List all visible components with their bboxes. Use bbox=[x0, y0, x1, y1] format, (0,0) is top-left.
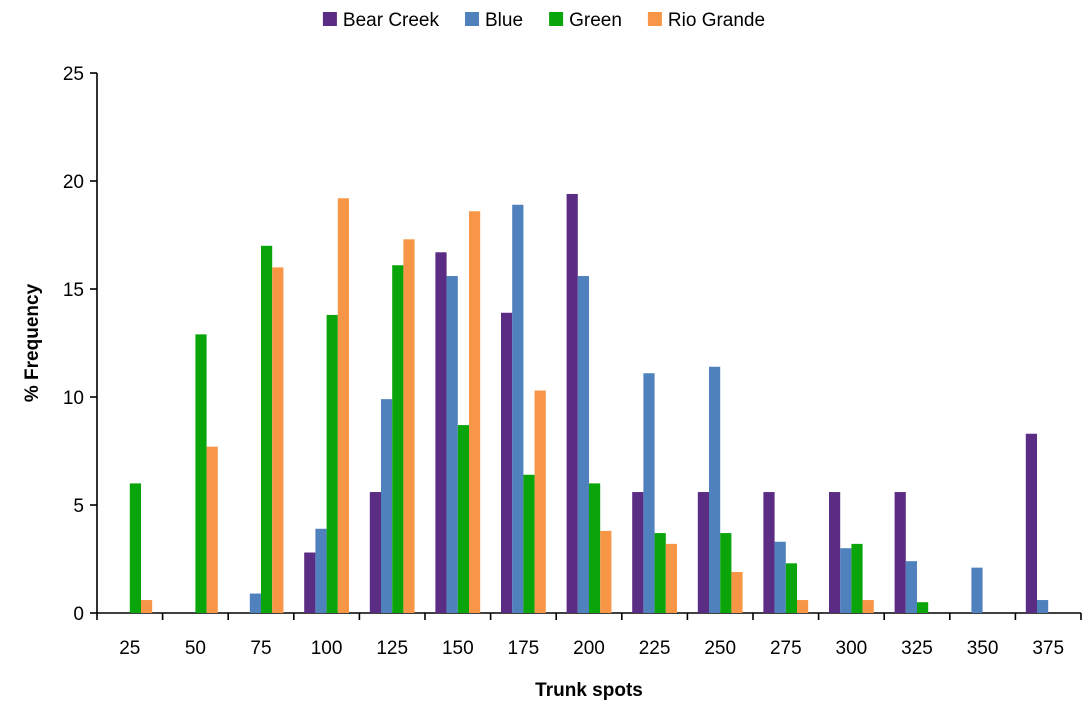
legend: Bear Creek Blue Green Rio Grande bbox=[322, 10, 765, 31]
x-tick-label: 300 bbox=[836, 638, 868, 659]
legend-swatch bbox=[647, 12, 662, 26]
y-tick-label: 20 bbox=[63, 172, 84, 193]
bar bbox=[534, 390, 546, 613]
bar bbox=[369, 492, 381, 613]
bar bbox=[577, 276, 589, 613]
bar bbox=[304, 552, 316, 613]
bar bbox=[785, 563, 797, 613]
bar bbox=[129, 483, 141, 613]
legend-swatch bbox=[465, 12, 479, 26]
bar bbox=[654, 533, 666, 613]
bar bbox=[917, 602, 929, 613]
x-axis-title: Trunk spots bbox=[535, 680, 643, 701]
y-axis: 0 5 10 15 20 25 bbox=[63, 64, 98, 625]
x-axis: 25 50 75 100 125 150 175 200 225 250 275 300 325 350 3… bbox=[96, 612, 1082, 659]
bar bbox=[600, 530, 612, 613]
bar bbox=[665, 543, 677, 613]
bar bbox=[763, 492, 775, 613]
y-tick-label: 0 bbox=[73, 604, 84, 625]
bar bbox=[720, 533, 732, 613]
x-tick-label: 150 bbox=[442, 638, 474, 659]
legend-label: Rio Grande bbox=[668, 10, 765, 31]
legend-item: Rio Grande bbox=[647, 10, 765, 31]
bar bbox=[326, 314, 338, 613]
bar bbox=[435, 252, 447, 613]
x-tick-label: 200 bbox=[573, 638, 605, 659]
x-tick-label: 25 bbox=[119, 638, 140, 659]
x-tick-label: 225 bbox=[639, 638, 671, 659]
bar bbox=[469, 211, 481, 614]
bar bbox=[512, 204, 524, 613]
x-tick-label: 75 bbox=[250, 638, 271, 659]
bar bbox=[1025, 433, 1037, 613]
legend-swatch bbox=[322, 12, 337, 26]
legend-label: Bear Creek bbox=[343, 10, 440, 31]
bar bbox=[862, 600, 874, 613]
bar bbox=[697, 492, 709, 613]
bar bbox=[261, 245, 273, 614]
bar bbox=[731, 571, 743, 613]
bar bbox=[566, 193, 578, 613]
x-tick-label: 325 bbox=[901, 638, 933, 659]
y-tick-label: 25 bbox=[63, 64, 84, 85]
y-tick-label: 15 bbox=[63, 280, 84, 301]
y-axis-title: % Frequency bbox=[22, 283, 43, 402]
x-tick-label: 100 bbox=[311, 638, 343, 659]
bar bbox=[905, 561, 917, 613]
bar bbox=[272, 267, 284, 613]
x-tick-label: 50 bbox=[185, 638, 206, 659]
x-tick-label: 175 bbox=[508, 638, 540, 659]
bar bbox=[403, 239, 415, 613]
legend-item: Blue bbox=[465, 10, 523, 31]
bar bbox=[840, 548, 852, 613]
bar bbox=[141, 600, 153, 613]
x-tick-label: 375 bbox=[1032, 638, 1064, 659]
legend-label: Blue bbox=[485, 10, 523, 31]
bar bbox=[589, 483, 601, 613]
bar bbox=[971, 567, 983, 613]
x-tick-label: 125 bbox=[376, 638, 408, 659]
bar bbox=[894, 492, 906, 613]
bar bbox=[829, 492, 841, 613]
bar bbox=[392, 265, 404, 613]
bar bbox=[797, 600, 809, 613]
bar bbox=[1037, 600, 1049, 613]
legend-item: Bear Creek bbox=[322, 10, 440, 31]
bar bbox=[315, 528, 327, 613]
bar bbox=[457, 425, 469, 613]
x-tick-label: 275 bbox=[770, 638, 802, 659]
x-tick-label: 250 bbox=[704, 638, 736, 659]
bar bbox=[195, 334, 207, 613]
bars bbox=[129, 193, 1049, 614]
bar bbox=[501, 312, 513, 613]
bar bbox=[632, 492, 644, 613]
bar bbox=[206, 446, 218, 613]
bar bbox=[249, 593, 261, 613]
y-tick-label: 5 bbox=[73, 496, 84, 517]
legend-swatch bbox=[549, 12, 564, 26]
legend-label: Green bbox=[569, 10, 622, 31]
bar bbox=[851, 543, 863, 613]
bar bbox=[523, 474, 535, 613]
bar bbox=[643, 373, 655, 613]
bar bbox=[774, 541, 786, 613]
bar bbox=[337, 198, 349, 613]
bar bbox=[446, 276, 458, 613]
bar bbox=[709, 366, 721, 613]
bar bbox=[381, 399, 393, 613]
x-tick-label: 350 bbox=[967, 638, 999, 659]
legend-item: Green bbox=[549, 10, 622, 31]
y-tick-label: 10 bbox=[63, 388, 84, 409]
